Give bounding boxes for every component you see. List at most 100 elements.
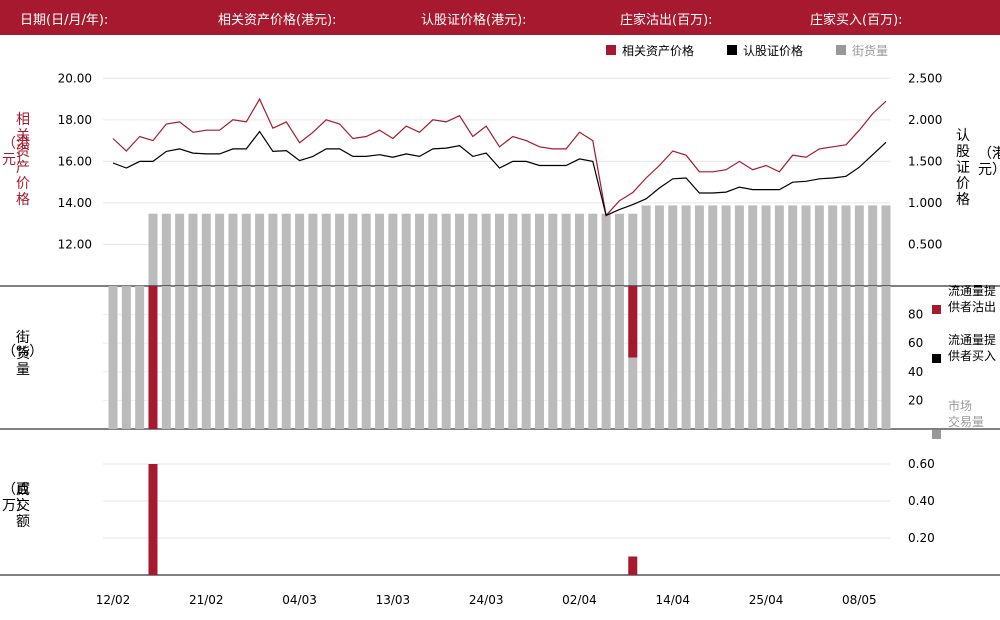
outstanding-bar (495, 213, 504, 286)
outstanding-pct-bar (534, 286, 544, 429)
outstanding-pct-bar (308, 286, 318, 429)
side-legend-label: 流通量提 (948, 332, 996, 347)
mm-sell-bar (628, 286, 638, 358)
outstanding-pct-bar (121, 286, 131, 429)
outstanding-bar (654, 205, 664, 286)
y-mid-tick-label: 80 (908, 308, 923, 322)
header-mm-buy-label: 庄家买入(百万): (810, 13, 903, 28)
warrant-price-line (112, 130, 887, 217)
outstanding-pct-bar (548, 286, 558, 429)
y-left-tick-label: 14.00 (58, 196, 92, 210)
outstanding-pct-bar (508, 286, 518, 429)
header-warrant-price-label: 认股证价格(港元): (421, 13, 527, 28)
outstanding-pct-bar (468, 286, 478, 429)
x-tick-label: 24/03 (469, 593, 504, 607)
y-left-tick-label: 20.00 (58, 71, 92, 85)
outstanding-pct-bar (614, 286, 624, 429)
y-axis-title-underlying-price: 相 关 资 产 价 格 (16, 112, 30, 208)
outstanding-pct-bar (721, 286, 731, 429)
x-tick-label: 02/04 (562, 593, 597, 607)
y-mid-tick-label: 20 (908, 393, 923, 407)
outstanding-pct-bar (694, 286, 704, 429)
outstanding-bar (761, 205, 771, 286)
y-bottom-tick-label: 0.40 (908, 494, 935, 508)
outstanding-bar (161, 213, 171, 286)
side-legend-label: 供者买入 (948, 349, 996, 363)
outstanding-bar (868, 205, 878, 286)
outstanding-bar (534, 213, 544, 286)
side-legend-label: 交易量 (948, 414, 984, 429)
outstanding-bar (774, 205, 784, 286)
outstanding-pct-bar (228, 286, 238, 429)
x-tick-label: 08/05 (842, 593, 877, 607)
outstanding-pct-bar (481, 286, 491, 429)
y-axis-unit-warrant-price: （港元） (978, 146, 1000, 178)
y-axis-unit-underlying-price: （港元） (2, 136, 30, 168)
underlying-price-line (112, 97, 887, 217)
outstanding-pct-bar (388, 286, 398, 429)
outstanding-pct-bar (321, 286, 331, 429)
outstanding-bar (628, 213, 638, 286)
outstanding-bar (788, 205, 798, 286)
side-legend-label: 市场 (948, 398, 972, 413)
outstanding-pct-bar (441, 286, 451, 429)
x-tick-label: 13/03 (376, 593, 411, 607)
outstanding-pct-bar (761, 286, 771, 429)
y-left-tick-label: 18.00 (58, 113, 92, 127)
x-tick-label: 21/02 (189, 593, 224, 607)
outstanding-pct-bar (561, 286, 571, 429)
outstanding-bar (854, 205, 864, 286)
outstanding-bar (295, 213, 305, 286)
outstanding-pct-bar (814, 286, 824, 429)
outstanding-pct-bar (201, 286, 211, 429)
outstanding-bar (734, 205, 744, 286)
y-right-tick-label: 1.000 (908, 196, 942, 210)
outstanding-pct-bar (188, 286, 198, 429)
outstanding-pct-bar (521, 286, 531, 429)
outstanding-bar (388, 213, 398, 286)
outstanding-bar (175, 213, 185, 286)
outstanding-bar (601, 213, 611, 286)
outstanding-pct-bar (788, 286, 798, 429)
y-axis-title-turnover: 成 交 额 (16, 482, 30, 530)
outstanding-pct-bar (774, 286, 784, 429)
outstanding-bar (255, 213, 265, 286)
outstanding-pct-bar (641, 286, 651, 429)
outstanding-bar (588, 213, 598, 286)
legend-label: 街货量 (852, 43, 888, 58)
outstanding-bar (694, 205, 704, 286)
outstanding-pct-bar (348, 286, 358, 429)
outstanding-bar (321, 213, 331, 286)
outstanding-pct-bar (881, 286, 891, 429)
outstanding-pct-bar (734, 286, 744, 429)
outstanding-bar (841, 205, 851, 286)
legend-swatch (606, 45, 616, 55)
outstanding-pct-bar (255, 286, 265, 429)
outstanding-bar (308, 213, 318, 286)
y-mid-tick-label: 40 (908, 365, 923, 379)
outstanding-pct-bar (401, 286, 411, 429)
header-bar: 日期(日/月/年): 相关资产价格(港元): 认股证价格(港元): 庄家沽出(百… (0, 0, 1000, 35)
outstanding-bar (401, 213, 411, 286)
y-left-tick-label: 16.00 (58, 154, 92, 168)
y-axis-unit-turnover: （百万） (2, 482, 30, 514)
outstanding-bar (468, 213, 478, 286)
header-underlying-price-label: 相关资产价格(港元): (218, 13, 337, 28)
outstanding-bar (481, 213, 491, 286)
outstanding-pct-bar (574, 286, 584, 429)
outstanding-pct-bar (868, 286, 878, 429)
outstanding-bar (548, 213, 558, 286)
side-legend-swatch (932, 354, 941, 363)
outstanding-bar (681, 205, 691, 286)
outstanding-bar (415, 213, 425, 286)
legend-swatch (727, 45, 737, 55)
x-tick-label: 12/02 (96, 593, 131, 607)
outstanding-pct-bar (708, 286, 718, 429)
turnover-bar (148, 464, 158, 575)
outstanding-pct-bar (375, 286, 385, 429)
outstanding-pct-bar (495, 286, 504, 429)
outstanding-bar (641, 205, 651, 286)
mm-sell-bar (148, 286, 158, 429)
side-legend-swatch (932, 305, 941, 314)
